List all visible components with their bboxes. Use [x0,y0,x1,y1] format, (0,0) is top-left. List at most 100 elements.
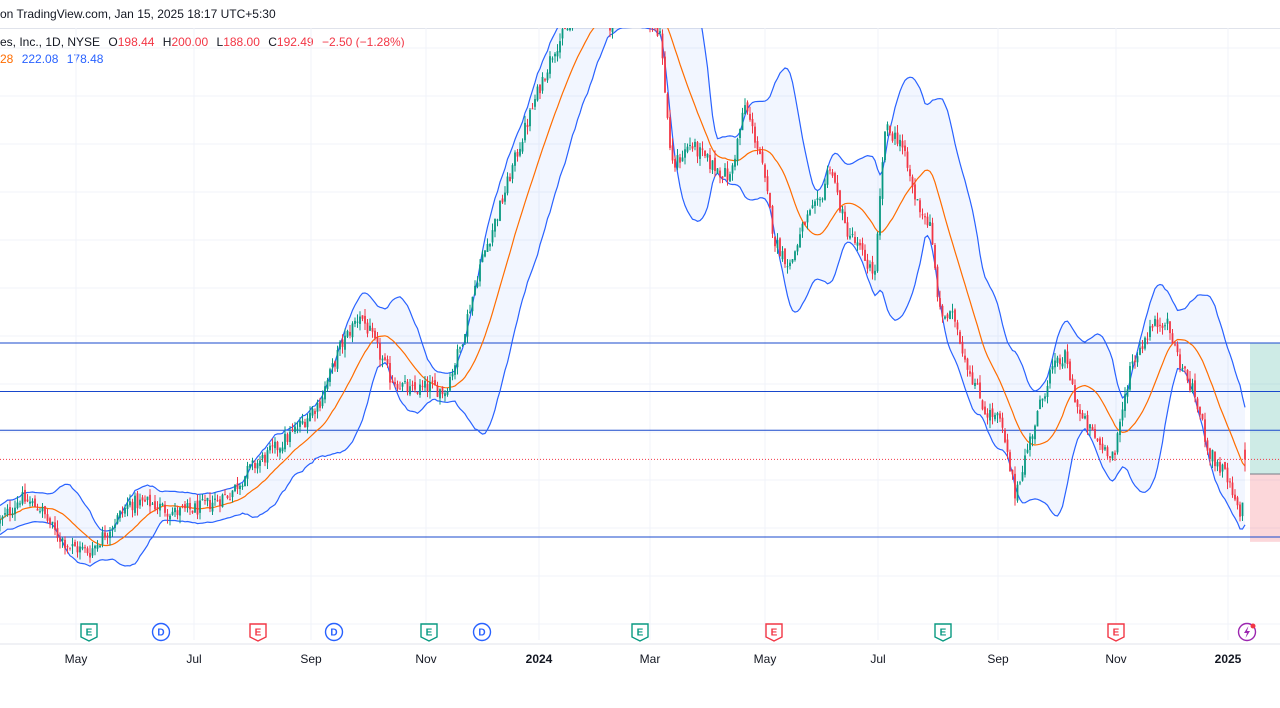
candle [244,475,246,487]
candle [864,244,866,262]
candle [739,128,741,146]
candle [819,196,821,207]
candle [706,153,709,162]
candle [886,121,889,137]
candle [696,140,699,164]
dividend-event-icon[interactable]: D [472,622,492,642]
candle [386,355,389,368]
candle [1114,450,1116,461]
horizontal-levels[interactable] [0,342,1280,538]
earnings-event-icon[interactable]: E [420,623,438,642]
candle [514,150,516,172]
candle [1234,489,1236,502]
dividend-event-icon[interactable]: D [324,622,344,642]
candle [476,276,479,289]
candle [1176,341,1179,357]
bollinger-lower-band [0,28,1246,567]
candle [1029,432,1031,457]
candle [201,493,204,501]
candle [171,507,174,516]
candle [254,460,256,474]
svg-text:E: E [1113,628,1120,639]
candle [226,495,229,500]
candle [891,131,894,143]
candle [1124,387,1126,418]
candle [1019,480,1021,486]
earnings-event-icon[interactable]: E [934,623,952,642]
price-chart[interactable]: E D E D E D E E E E May Jul Sep Nov 2024 Mar May Jul Sep N… [0,28,1280,680]
earnings-event-icon[interactable]: E [80,623,98,642]
candle [449,372,451,392]
candle [1169,321,1171,340]
candle [874,264,876,281]
candle [781,246,784,262]
candle [91,542,94,559]
candle [121,506,124,518]
candle [1184,365,1186,374]
candle [11,507,14,518]
candle [831,168,834,178]
candle [701,141,704,157]
candle [184,501,186,512]
upcoming-event-icon[interactable] [1237,622,1257,642]
candle [906,147,909,172]
candle [461,344,464,348]
candle [944,315,946,320]
candle [856,236,859,251]
candle [841,205,844,221]
candle [546,69,549,83]
candle [1136,352,1139,367]
candle [971,365,974,385]
candle [124,504,126,517]
time-axis[interactable]: May Jul Sep Nov 2024 Mar May Jul Sep Nov 2025 [65,652,1242,666]
candle [259,456,261,473]
candle [816,190,819,206]
candle [771,204,774,239]
candle [326,377,329,392]
time-axis-tick-label: May [65,652,88,666]
candle [436,381,439,398]
candle [1054,353,1056,374]
candle [1224,461,1226,470]
candle [229,492,231,501]
earnings-event-icon[interactable]: E [631,623,649,642]
candle [14,500,16,521]
dividend-event-icon[interactable]: D [151,622,171,642]
candle [776,233,779,254]
candle [294,421,296,434]
symbol-description[interactable]: es, Inc., 1D, NYSE [0,35,101,49]
earnings-event-icon[interactable]: E [765,623,783,642]
candle [361,315,364,322]
candle [459,346,461,353]
candle [946,312,949,322]
candle [44,505,46,519]
candle [376,331,379,349]
candle [1101,437,1104,454]
candle [136,491,139,516]
stop-zone[interactable] [1250,473,1280,542]
candle [49,516,51,529]
candle [276,440,279,457]
candle [1059,354,1061,370]
candle [654,28,656,32]
chart-grid [0,28,1280,640]
candle [151,502,154,506]
candle [501,194,504,205]
candle [131,498,134,518]
target-zone[interactable] [1250,343,1280,474]
candle [516,149,519,162]
earnings-event-icon[interactable]: E [249,623,267,642]
candle [356,314,359,328]
earnings-event-icon[interactable]: E [1107,623,1125,642]
candle [1116,431,1119,455]
candle [491,223,494,247]
candle [1046,380,1049,404]
candle [181,503,184,509]
candle [914,178,916,206]
candle [869,260,871,272]
candle [796,243,799,256]
candle [406,378,409,396]
candle [51,521,54,529]
position-tool[interactable] [1250,343,1280,542]
